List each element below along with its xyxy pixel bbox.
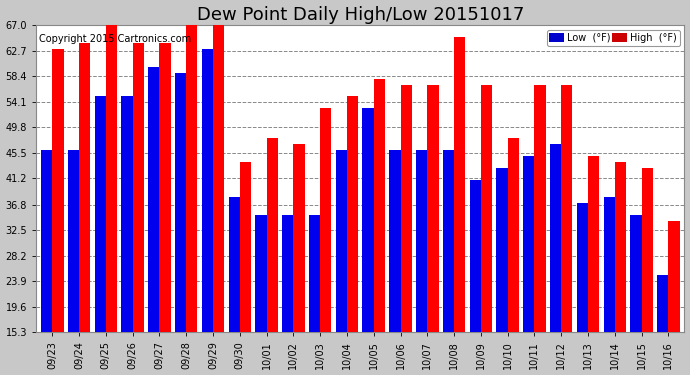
Bar <box>335 150 347 332</box>
Bar <box>132 43 144 332</box>
Bar <box>481 84 492 332</box>
Bar <box>309 215 320 332</box>
Bar <box>669 221 680 332</box>
Bar <box>374 79 385 332</box>
Bar <box>255 215 266 332</box>
Bar <box>454 37 465 332</box>
Legend: Low  (°F), High  (°F): Low (°F), High (°F) <box>546 30 680 46</box>
Bar <box>121 96 132 332</box>
Bar <box>550 144 561 332</box>
Bar <box>186 19 197 332</box>
Bar <box>389 150 400 332</box>
Bar <box>106 19 117 332</box>
Bar <box>588 156 599 332</box>
Bar <box>68 150 79 332</box>
Bar <box>240 162 251 332</box>
Bar <box>41 150 52 332</box>
Bar <box>293 144 304 332</box>
Bar <box>159 43 170 332</box>
Bar <box>228 198 240 332</box>
Title: Dew Point Daily High/Low 20151017: Dew Point Daily High/Low 20151017 <box>197 6 524 24</box>
Bar <box>535 84 546 332</box>
Bar <box>561 84 573 332</box>
Bar <box>615 162 626 332</box>
Bar <box>213 19 224 332</box>
Text: Copyright 2015 Cartronics.com: Copyright 2015 Cartronics.com <box>39 34 192 44</box>
Bar <box>95 96 106 332</box>
Bar <box>657 275 669 332</box>
Bar <box>416 150 427 332</box>
Bar <box>347 96 358 332</box>
Bar <box>320 108 331 332</box>
Bar <box>266 138 278 332</box>
Bar <box>523 156 535 332</box>
Bar <box>362 108 374 332</box>
Bar <box>631 215 642 332</box>
Bar <box>201 49 213 332</box>
Bar <box>470 180 481 332</box>
Bar <box>427 84 439 332</box>
Bar <box>148 67 159 332</box>
Bar <box>577 203 588 332</box>
Bar <box>496 168 508 332</box>
Bar <box>79 43 90 332</box>
Bar <box>282 215 293 332</box>
Bar <box>400 84 412 332</box>
Bar <box>175 73 186 332</box>
Bar <box>443 150 454 332</box>
Bar <box>642 168 653 332</box>
Bar <box>52 49 63 332</box>
Bar <box>508 138 519 332</box>
Bar <box>604 198 615 332</box>
